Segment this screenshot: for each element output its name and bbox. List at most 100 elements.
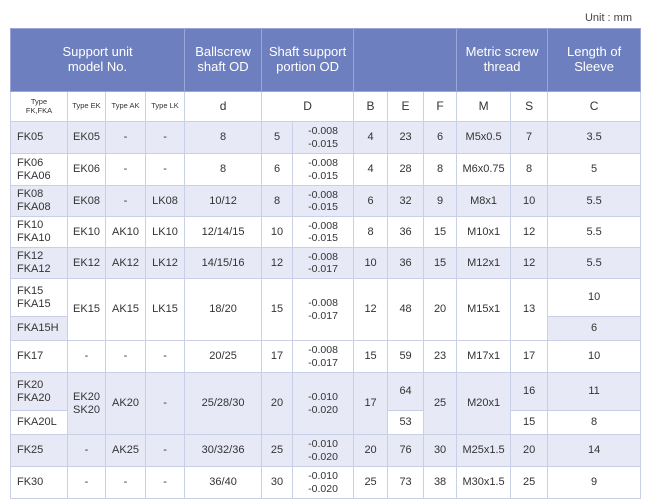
table-row: FK10 FKA10 EK10 AK10 LK10 12/14/15 10 -0.… bbox=[10, 216, 642, 248]
cell-fk: FK17 bbox=[10, 340, 68, 373]
subheader-S: S bbox=[510, 91, 549, 122]
tol-lower: -0.020 bbox=[308, 450, 338, 463]
cell-fk-model: FK15 bbox=[17, 284, 44, 297]
cell-S: 25 bbox=[510, 466, 549, 499]
cell-fk: FK25 bbox=[10, 434, 68, 467]
cell-d: 8 bbox=[184, 121, 263, 154]
cell-F: 30 bbox=[423, 434, 458, 467]
cell-ek: - bbox=[67, 434, 106, 467]
header-sleeve-line1: Length of bbox=[566, 44, 622, 60]
cell-lk: - bbox=[144, 153, 186, 186]
cell-d: 12/14/15 bbox=[184, 216, 263, 248]
cell-fk-model: FK17 bbox=[17, 350, 44, 363]
header-ballscrew-line2: shaft OD bbox=[197, 59, 249, 74]
tol-upper: -0.010 bbox=[308, 438, 338, 451]
cell-C: 3.5 bbox=[547, 121, 642, 154]
cell-C: 9 bbox=[547, 466, 642, 499]
cell-S: 7 bbox=[510, 121, 549, 154]
cell-lk: - bbox=[144, 121, 186, 154]
header-metric-screw: Metric screw thread bbox=[456, 28, 549, 92]
cell-S: 10 bbox=[510, 185, 549, 217]
cell-C: 10 bbox=[547, 278, 642, 317]
subheader-C: C bbox=[547, 91, 642, 122]
support-unit-spec-table: Support unit model No. Ballscrew shaft O… bbox=[9, 28, 642, 499]
header-sleeve-line2: Sleeve bbox=[574, 59, 614, 74]
cell-ek: EK05 bbox=[67, 121, 106, 154]
cell-B: 12 bbox=[353, 278, 389, 341]
cell-M: M20x1 bbox=[456, 372, 512, 435]
cell-B: 4 bbox=[353, 153, 389, 186]
cell-tolerance: -0.008 -0.015 bbox=[292, 185, 355, 217]
cell-M: M17x1 bbox=[456, 340, 512, 373]
cell-ek: EK10 bbox=[67, 216, 106, 248]
cell-F: 23 bbox=[423, 340, 458, 373]
subheader-type-fk: Type FK,FKA bbox=[10, 91, 68, 122]
cell-S-variant: 15 bbox=[510, 410, 549, 435]
cell-fk-model: FK25 bbox=[17, 444, 44, 457]
tol-lower: -0.015 bbox=[308, 137, 338, 150]
cell-D: 20 bbox=[261, 372, 294, 435]
cell-B: 4 bbox=[353, 121, 389, 154]
tol-upper: -0.008 bbox=[308, 250, 338, 263]
header-shaft-support-line1: Shaft support bbox=[268, 44, 347, 60]
cell-B: 6 bbox=[353, 185, 389, 217]
tol-upper: -0.008 bbox=[308, 157, 338, 170]
table-row-sub: FKA20L 53 15 8 bbox=[10, 410, 642, 435]
cell-lk: - bbox=[144, 372, 186, 435]
cell-M: M15x1 bbox=[456, 278, 512, 341]
tol-upper: -0.008 bbox=[308, 219, 338, 232]
cell-D: 15 bbox=[261, 278, 294, 341]
cell-M: M5x0.5 bbox=[456, 121, 512, 154]
cell-E: 59 bbox=[387, 340, 425, 373]
subheader-type-fk-line2: FK,FKA bbox=[25, 105, 53, 115]
cell-tolerance: -0.010 -0.020 bbox=[292, 372, 355, 435]
cell-tolerance: -0.008 -0.015 bbox=[292, 216, 355, 248]
cell-fk: FK12 FKA12 bbox=[10, 247, 68, 279]
cell-fk: FK10 FKA10 bbox=[10, 216, 68, 248]
tol-upper: -0.008 bbox=[308, 125, 338, 138]
table-row-sub: FKA15H 6 bbox=[10, 316, 642, 341]
cell-fk: FK15 FKA15 bbox=[10, 278, 68, 317]
cell-E: 36 bbox=[387, 247, 425, 279]
cell-E: 64 bbox=[387, 372, 425, 411]
cell-d: 18/20 bbox=[184, 278, 263, 341]
cell-fk-model: FK08 bbox=[17, 188, 44, 201]
subheader-type-ek: Type EK bbox=[67, 91, 106, 122]
tol-lower: -0.015 bbox=[308, 232, 338, 244]
cell-M: M30x1.5 bbox=[456, 466, 512, 499]
cell-B: 17 bbox=[353, 372, 389, 435]
cell-lk: LK12 bbox=[144, 247, 186, 279]
cell-F: 15 bbox=[423, 247, 458, 279]
table-row: FK05 EK05 - - 8 5 -0.008 -0.015 4 23 6 M5… bbox=[10, 121, 642, 154]
cell-fk: FK06 FKA06 bbox=[10, 153, 68, 186]
header-row: Support unit model No. Ballscrew shaft O… bbox=[9, 28, 642, 92]
subheader-E: E bbox=[387, 91, 425, 122]
cell-fka-model: FKA20 bbox=[17, 391, 51, 404]
cell-tolerance: -0.010 -0.020 bbox=[292, 466, 355, 499]
cell-ek: EK06 bbox=[67, 153, 106, 186]
header-ballscrew: Ballscrew shaft OD bbox=[184, 28, 263, 92]
cell-lk: - bbox=[144, 466, 186, 499]
cell-tolerance: -0.008 -0.017 bbox=[292, 278, 355, 341]
cell-F: 38 bbox=[423, 466, 458, 499]
subheader-type-ak: Type AK bbox=[105, 91, 146, 122]
cell-S: 20 bbox=[510, 434, 549, 467]
cell-tolerance: -0.008 -0.015 bbox=[292, 121, 355, 154]
cell-lk: LK10 bbox=[144, 216, 186, 248]
cell-fk-model: FK30 bbox=[17, 476, 44, 489]
cell-F: 25 bbox=[423, 372, 458, 435]
cell-D: 17 bbox=[261, 340, 294, 373]
cell-fk: FK08 FKA08 bbox=[10, 185, 68, 217]
tol-lower: -0.015 bbox=[308, 201, 338, 213]
tol-lower: -0.017 bbox=[308, 309, 338, 322]
cell-F: 9 bbox=[423, 185, 458, 217]
header-shaft-support-line2: portion OD bbox=[276, 59, 339, 74]
cell-C: 5 bbox=[547, 153, 642, 186]
cell-B: 8 bbox=[353, 216, 389, 248]
cell-E: 36 bbox=[387, 216, 425, 248]
cell-C: 5.5 bbox=[547, 216, 642, 248]
header-metric-line1: Metric screw bbox=[465, 44, 539, 60]
table-row: FK06 FKA06 EK06 - - 8 6 -0.008 -0.015 4 28… bbox=[10, 153, 642, 186]
cell-D: 25 bbox=[261, 434, 294, 467]
header-support-unit-line1: Support unit bbox=[62, 44, 133, 60]
